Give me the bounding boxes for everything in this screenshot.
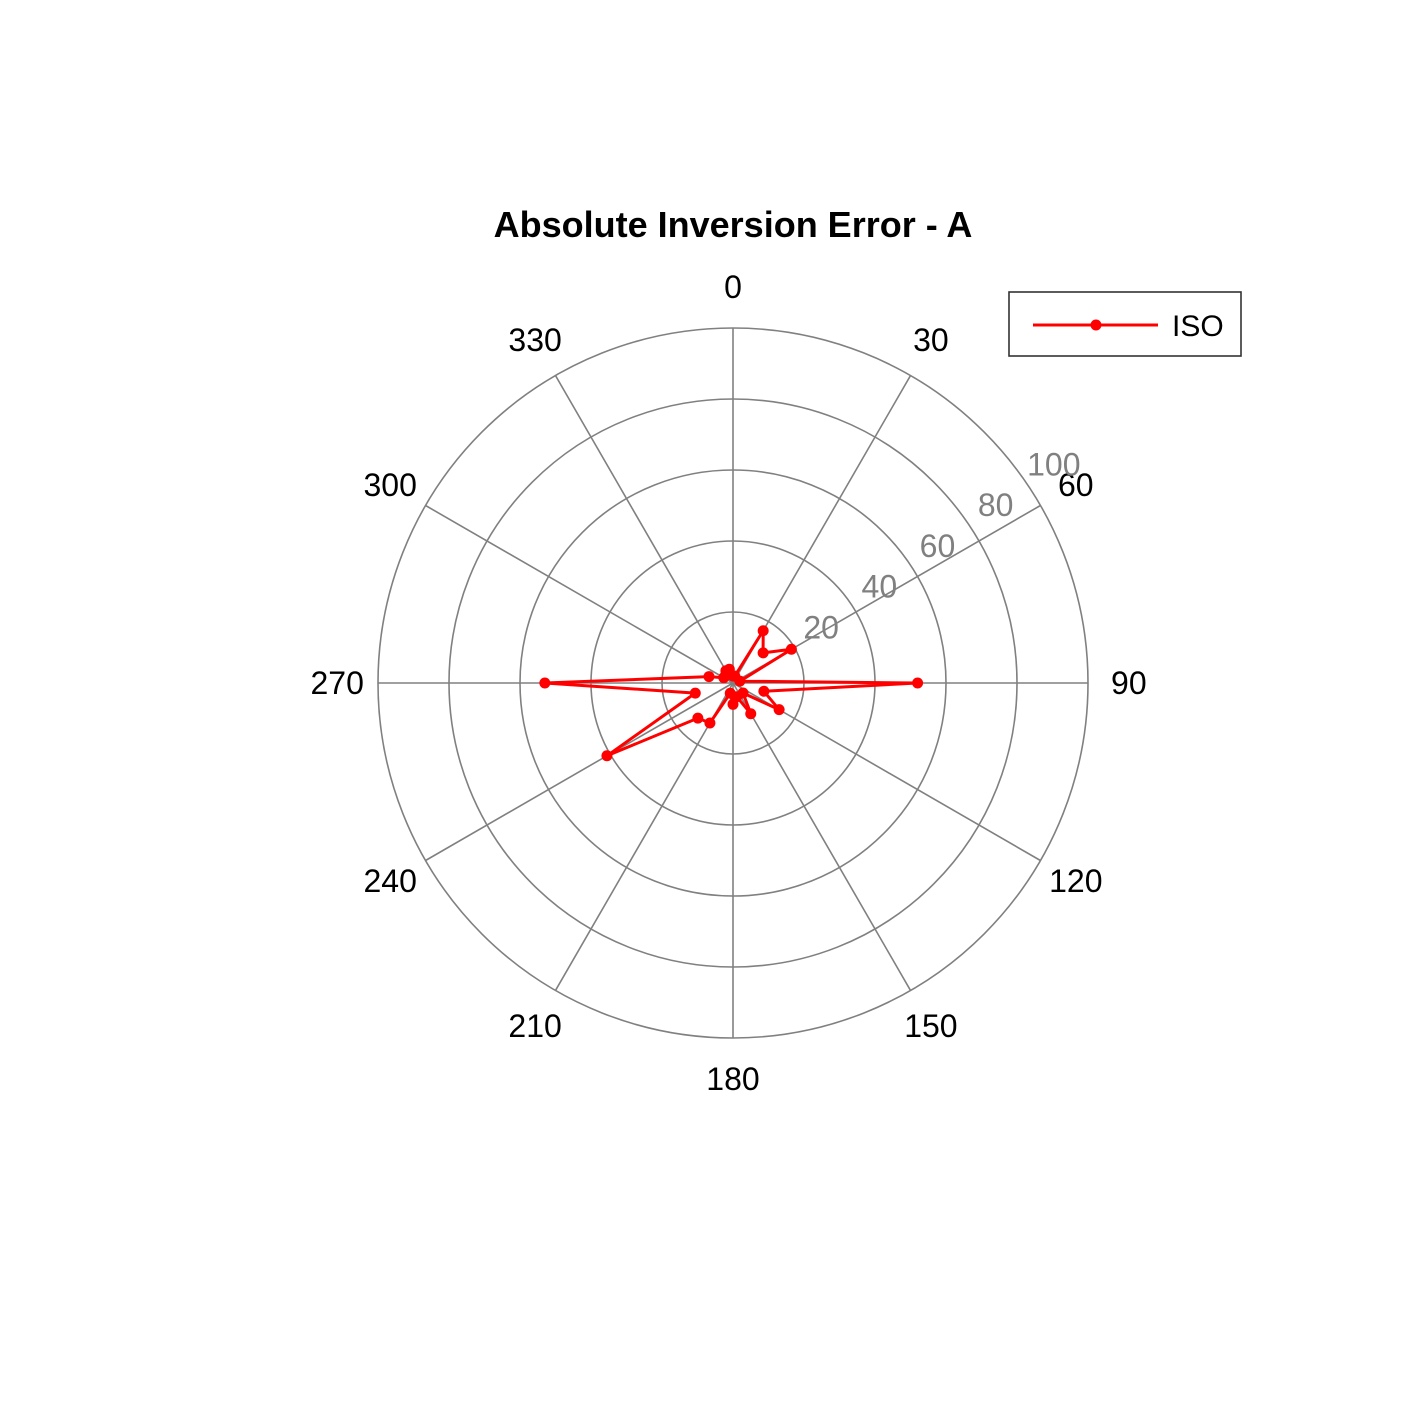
data-point	[757, 647, 769, 659]
angle-tick-30: 30	[913, 322, 949, 358]
angle-tick-150: 150	[904, 1008, 957, 1044]
radius-tick-60: 60	[920, 528, 956, 564]
grid-spoke-300	[425, 504, 734, 684]
angle-tick-0: 0	[724, 269, 742, 305]
data-point	[727, 698, 739, 710]
data-point	[785, 643, 797, 655]
data-point	[689, 687, 701, 699]
chart-title: Absolute Inversion Error - A	[494, 204, 973, 245]
polar-grid	[377, 327, 1089, 1039]
legend: ISO	[1008, 291, 1242, 357]
grid-spoke-330	[554, 375, 734, 684]
radius-tick-20: 20	[803, 609, 839, 645]
grid-spoke-240	[425, 682, 734, 862]
angle-tick-120: 120	[1049, 863, 1102, 899]
angle-tick-300: 300	[364, 467, 417, 503]
angle-tick-240: 240	[364, 863, 417, 899]
angle-tick-210: 210	[508, 1008, 561, 1044]
grid-circle-100	[377, 327, 1089, 1039]
data-point	[601, 750, 613, 762]
data-point	[727, 670, 739, 682]
angle-tick-180: 180	[706, 1061, 759, 1097]
data-point	[724, 687, 736, 699]
series-iso	[539, 625, 924, 762]
angle-tick-270: 270	[310, 665, 363, 701]
data-point	[692, 712, 704, 724]
grid-circle-80	[448, 398, 1018, 968]
data-point	[703, 671, 715, 683]
grid-spoke-210	[554, 682, 734, 991]
angle-tick-330: 330	[508, 322, 561, 358]
legend-marker	[1090, 319, 1102, 331]
data-point	[757, 625, 769, 637]
data-point	[773, 704, 785, 716]
grid-circle-60	[519, 469, 947, 897]
radius-tick-labels: 20 40 60 80 100	[803, 446, 1080, 645]
radius-tick-40: 40	[862, 569, 898, 605]
data-point	[539, 677, 551, 689]
data-point	[912, 677, 924, 689]
grid-spoke-120	[732, 682, 1041, 862]
angle-tick-60: 60	[1058, 467, 1094, 503]
grid-spoke-150	[732, 682, 912, 991]
data-point	[745, 708, 757, 720]
data-point	[704, 717, 716, 729]
radius-tick-80: 80	[978, 487, 1014, 523]
data-point	[758, 685, 770, 697]
angle-tick-90: 90	[1111, 665, 1147, 701]
angle-tick-labels: 0 30 60 90 120 150 180 210 240 270 300 330	[310, 269, 1146, 1097]
legend-label: ISO	[1172, 310, 1224, 343]
radius-tick-100: 100	[1027, 446, 1080, 482]
